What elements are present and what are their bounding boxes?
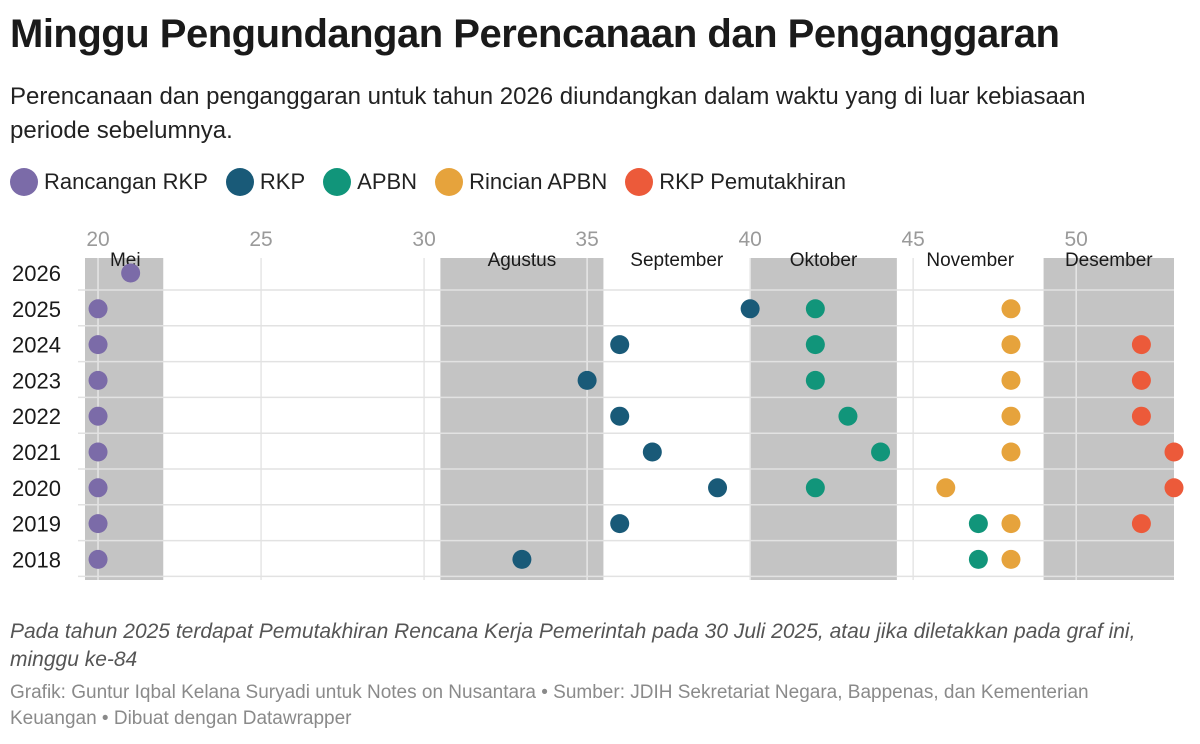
point-rincian-apbn-2021 (1001, 442, 1021, 462)
point-rkp-pemutakhiran-2024 (1131, 335, 1151, 355)
y-label-2025: 2025 (12, 297, 61, 322)
month-label-september: September (630, 250, 724, 271)
point-rkp-2021 (642, 442, 662, 462)
legend-item-apbn: APBN (323, 168, 417, 196)
point-apbn-2020 (805, 478, 825, 498)
y-label-2022: 2022 (12, 404, 61, 429)
legend-item-rkp: RKP (225, 168, 306, 196)
legend-label-apbn: APBN (357, 169, 418, 194)
point-rincian-apbn-2018 (1001, 549, 1021, 569)
y-label-2020: 2020 (12, 476, 61, 501)
point-rkp-2022 (610, 406, 630, 426)
point-rincian-apbn-2019 (1001, 514, 1021, 534)
legend-label-rkp: RKP (259, 169, 306, 194)
point-rincian-apbn-2025 (1001, 299, 1021, 319)
chart-footer: Grafik: Guntur Iqbal Kelana Suryadi untu… (10, 682, 1089, 729)
point-apbn-2023 (805, 370, 825, 390)
point-rkp-2020 (708, 478, 728, 498)
month-band-desember (1043, 258, 1174, 580)
legend-label-rkp-pemutakhiran: RKP Pemutakhiran (659, 169, 846, 194)
chart-note: Pada tahun 2025 terdapat Pemutakhiran Re… (10, 620, 1136, 671)
month-label-desember: Desember (1065, 250, 1153, 271)
y-label-2019: 2019 (12, 512, 61, 537)
legend-marker-rancangan-rkp (10, 168, 38, 196)
x-tick-label-50: 50 (1065, 228, 1088, 251)
point-rancangan-rkp-2019 (88, 514, 108, 534)
x-tick-label-30: 30 (412, 228, 435, 251)
point-rkp-pemutakhiran-2020 (1164, 478, 1184, 498)
y-label-2023: 2023 (12, 368, 61, 393)
point-rancangan-rkp-2021 (88, 442, 108, 462)
chart-title: Minggu Pengundangan Perencanaan dan Peng… (10, 12, 1060, 56)
x-tick-label-40: 40 (738, 228, 761, 251)
legend-marker-rkp (225, 168, 254, 196)
point-rancangan-rkp-2022 (88, 406, 108, 426)
legend-label-rancangan-rkp: Rancangan RKP (44, 169, 208, 194)
point-rkp-2019 (610, 514, 630, 534)
point-apbn-2022 (838, 406, 858, 426)
legend-item-rancangan-rkp: Rancangan RKP (10, 168, 208, 196)
legend-marker-apbn (323, 168, 352, 196)
y-label-2021: 2021 (12, 440, 61, 465)
point-rancangan-rkp-2025 (88, 299, 108, 319)
point-rancangan-rkp-2023 (88, 370, 108, 390)
legend-item-rincian-apbn: Rincian APBN (435, 168, 607, 196)
point-rkp-2024 (610, 335, 630, 355)
x-tick-label-45: 45 (901, 228, 924, 251)
point-rancangan-rkp-2026 (121, 263, 141, 283)
point-rkp-pemutakhiran-2022 (1131, 406, 1151, 426)
point-rkp-pemutakhiran-2021 (1164, 442, 1184, 462)
point-rancangan-rkp-2018 (88, 549, 108, 569)
point-rincian-apbn-2023 (1001, 370, 1021, 390)
point-rincian-apbn-2024 (1001, 335, 1021, 355)
point-rincian-apbn-2020 (936, 478, 956, 498)
legend: Rancangan RKP RKP APBN Rincian APBN RKP … (10, 168, 864, 196)
month-label-agustus: Agustus (488, 250, 557, 271)
chart-subtitle: Perencanaan dan penganggaran untuk tahun… (10, 83, 1086, 144)
point-apbn-2018 (968, 549, 988, 569)
x-tick-label-25: 25 (249, 228, 272, 251)
point-rkp-pemutakhiran-2019 (1131, 514, 1151, 534)
point-apbn-2024 (805, 335, 825, 355)
y-label-2018: 2018 (12, 547, 61, 572)
point-rkp-2023 (577, 370, 597, 390)
legend-marker-rkp-pemutakhiran (625, 168, 654, 196)
point-rkp-2018 (512, 549, 532, 569)
legend-item-rkp-pemutakhiran: RKP Pemutakhiran (625, 168, 846, 196)
month-band-agustus (440, 258, 604, 580)
point-rancangan-rkp-2024 (88, 335, 108, 355)
y-label-2026: 2026 (12, 261, 61, 286)
month-label-november: November (926, 250, 1014, 271)
y-label-2024: 2024 (12, 333, 61, 358)
month-label-oktober: Oktober (790, 250, 858, 271)
x-tick-label-35: 35 (575, 228, 598, 251)
legend-label-rincian-apbn: Rincian APBN (469, 169, 608, 194)
point-rancangan-rkp-2020 (88, 478, 108, 498)
legend-marker-rincian-apbn (435, 168, 464, 196)
x-tick-label-20: 20 (86, 228, 109, 251)
point-rkp-pemutakhiran-2023 (1131, 370, 1151, 390)
point-apbn-2025 (805, 299, 825, 319)
point-rkp-2025 (740, 299, 760, 319)
point-apbn-2021 (871, 442, 891, 462)
point-apbn-2019 (968, 514, 988, 534)
point-rincian-apbn-2022 (1001, 406, 1021, 426)
